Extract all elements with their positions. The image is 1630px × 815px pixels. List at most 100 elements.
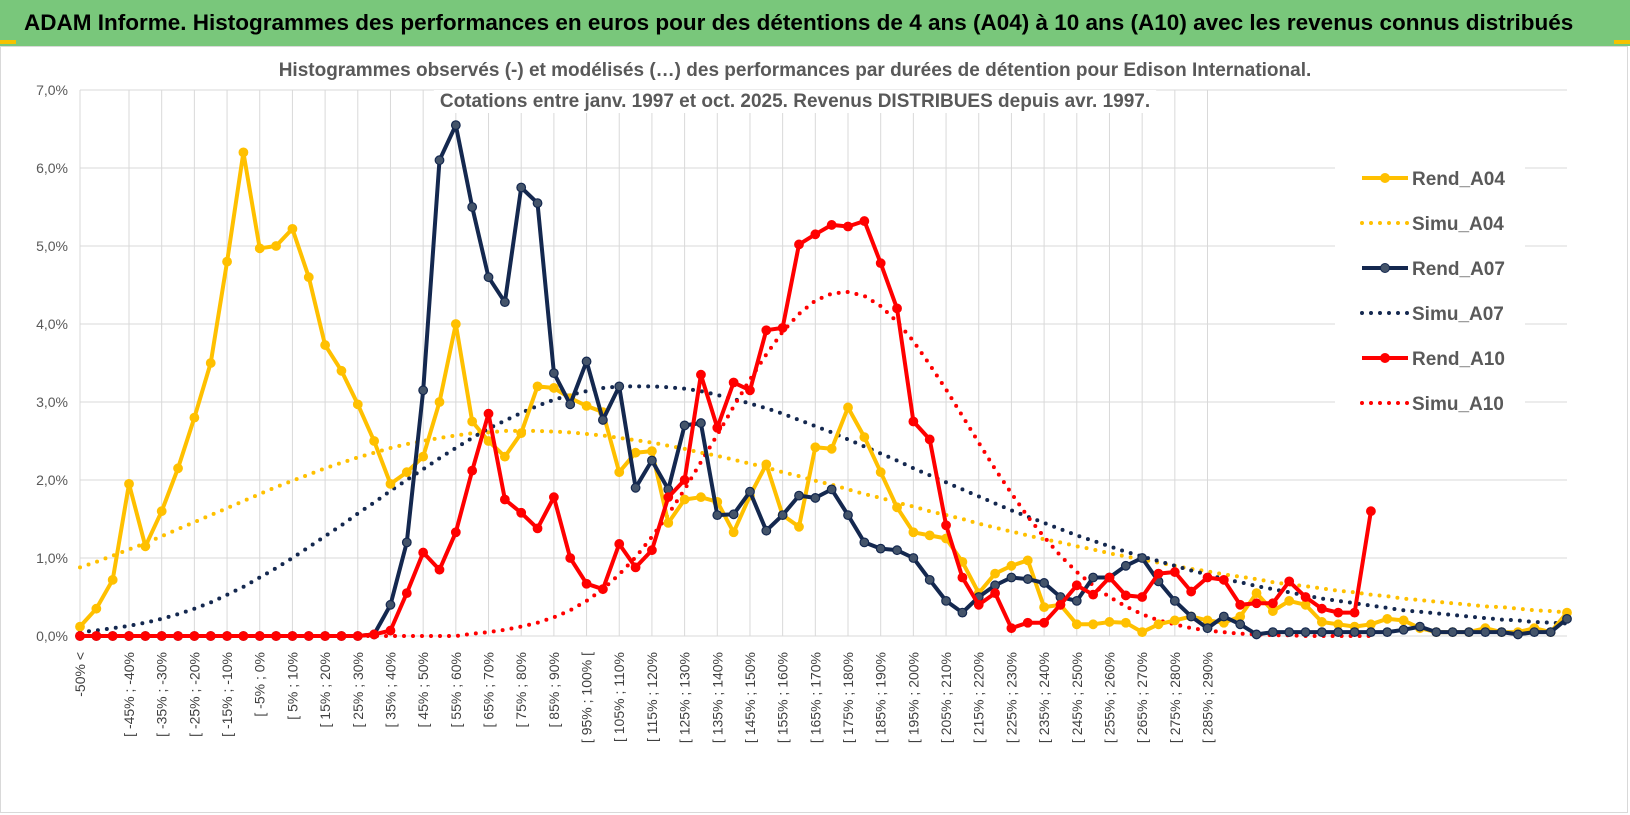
data-point <box>1022 574 1033 584</box>
data-point <box>369 629 380 640</box>
data-point <box>598 415 608 425</box>
x-tick-label: [ 265% ; 270% <box>1134 652 1150 743</box>
data-point <box>287 631 298 641</box>
data-point <box>467 416 478 427</box>
data-point <box>1464 627 1474 637</box>
series-group <box>75 120 1572 641</box>
x-tick-label: [ 135% ; 140% <box>709 652 725 743</box>
data-point <box>990 588 1000 598</box>
x-tick-label: [ 235% ; 240% <box>1036 652 1052 743</box>
data-point <box>320 631 331 641</box>
data-point <box>1088 619 1099 630</box>
data-point <box>1415 621 1425 632</box>
data-point <box>924 574 935 585</box>
data-point <box>189 631 200 641</box>
data-point <box>1431 627 1442 637</box>
data-point <box>826 484 837 495</box>
y-tick-label: 5,0% <box>36 238 68 254</box>
data-point <box>728 509 739 520</box>
data-point <box>924 434 935 445</box>
data-point <box>499 297 510 308</box>
data-point <box>385 625 396 636</box>
data-point <box>826 220 837 230</box>
data-point <box>1316 603 1327 614</box>
data-point <box>385 599 396 610</box>
data-point <box>892 502 902 513</box>
data-point <box>336 631 347 641</box>
data-point <box>336 365 347 376</box>
grid <box>79 89 1567 637</box>
data-point <box>1513 629 1523 640</box>
data-point <box>859 432 870 443</box>
data-point <box>1071 619 1082 630</box>
data-point <box>614 381 625 392</box>
x-tick-label: [ 15% ; 20% <box>317 652 333 728</box>
data-point <box>75 621 85 632</box>
banner-corner-left <box>0 40 16 44</box>
x-tick-label: [ 195% ; 200% <box>905 652 921 743</box>
data-point <box>91 631 102 641</box>
x-tick-label: [ -25% ; -20% <box>186 652 202 737</box>
x-tick-label: [ 165% ; 170% <box>807 652 823 743</box>
chart-title-bg <box>272 59 1318 82</box>
data-point <box>728 527 739 538</box>
series-simu-a04 <box>78 428 1569 615</box>
data-point <box>1153 568 1164 579</box>
data-point <box>810 229 821 240</box>
data-point <box>418 385 429 396</box>
x-tick-label: [ 175% ; 180% <box>840 652 856 743</box>
data-point <box>875 543 886 554</box>
data-point <box>761 325 772 336</box>
data-point <box>1137 553 1148 563</box>
data-point <box>1153 619 1164 630</box>
data-point <box>1349 607 1360 618</box>
data-point <box>696 492 706 503</box>
legend-label: Simu_A10 <box>1412 394 1504 415</box>
data-point <box>810 493 821 503</box>
data-point <box>843 402 853 413</box>
series-rend-a10 <box>75 216 1376 641</box>
data-point <box>1398 624 1409 635</box>
data-point <box>843 221 853 232</box>
data-point <box>1251 629 1262 640</box>
data-point <box>271 241 281 251</box>
data-point <box>614 467 625 478</box>
x-tick-label: [ 5% ; 10% <box>284 652 300 720</box>
data-point <box>173 631 183 641</box>
data-point <box>941 520 951 531</box>
x-tick-label: [ -15% ; -10% <box>219 652 235 737</box>
data-point <box>1235 619 1246 630</box>
data-point <box>499 451 510 462</box>
data-point <box>1218 574 1229 585</box>
series-line <box>78 384 1569 635</box>
data-point <box>548 492 559 503</box>
data-point <box>957 572 968 583</box>
data-point <box>1267 598 1278 609</box>
data-point <box>156 631 167 641</box>
data-point <box>1120 590 1131 601</box>
x-tick-label: [ 45% ; 50% <box>415 652 431 728</box>
data-point <box>434 397 445 407</box>
x-tick-label: [ 215% ; 220% <box>971 652 987 743</box>
data-point <box>1039 602 1049 613</box>
data-point <box>696 369 706 380</box>
data-point <box>1480 627 1491 637</box>
data-point <box>1333 607 1344 618</box>
data-point <box>1316 617 1327 627</box>
data-point <box>647 446 657 457</box>
data-point <box>712 510 723 521</box>
data-point <box>173 463 183 474</box>
data-point <box>271 631 281 641</box>
data-point <box>761 525 772 536</box>
data-point <box>1186 611 1197 622</box>
data-point <box>794 490 804 501</box>
data-point <box>1088 589 1099 600</box>
data-point <box>630 562 641 573</box>
data-point <box>401 467 412 478</box>
data-point <box>205 358 216 368</box>
data-point <box>238 631 249 641</box>
data-point <box>1022 617 1033 628</box>
data-point <box>990 568 1000 579</box>
legend: Rend_A04 Simu_A04 Rend_A07 Simu_A07 Rend_A10… <box>1335 146 1525 478</box>
data-point <box>826 443 837 454</box>
